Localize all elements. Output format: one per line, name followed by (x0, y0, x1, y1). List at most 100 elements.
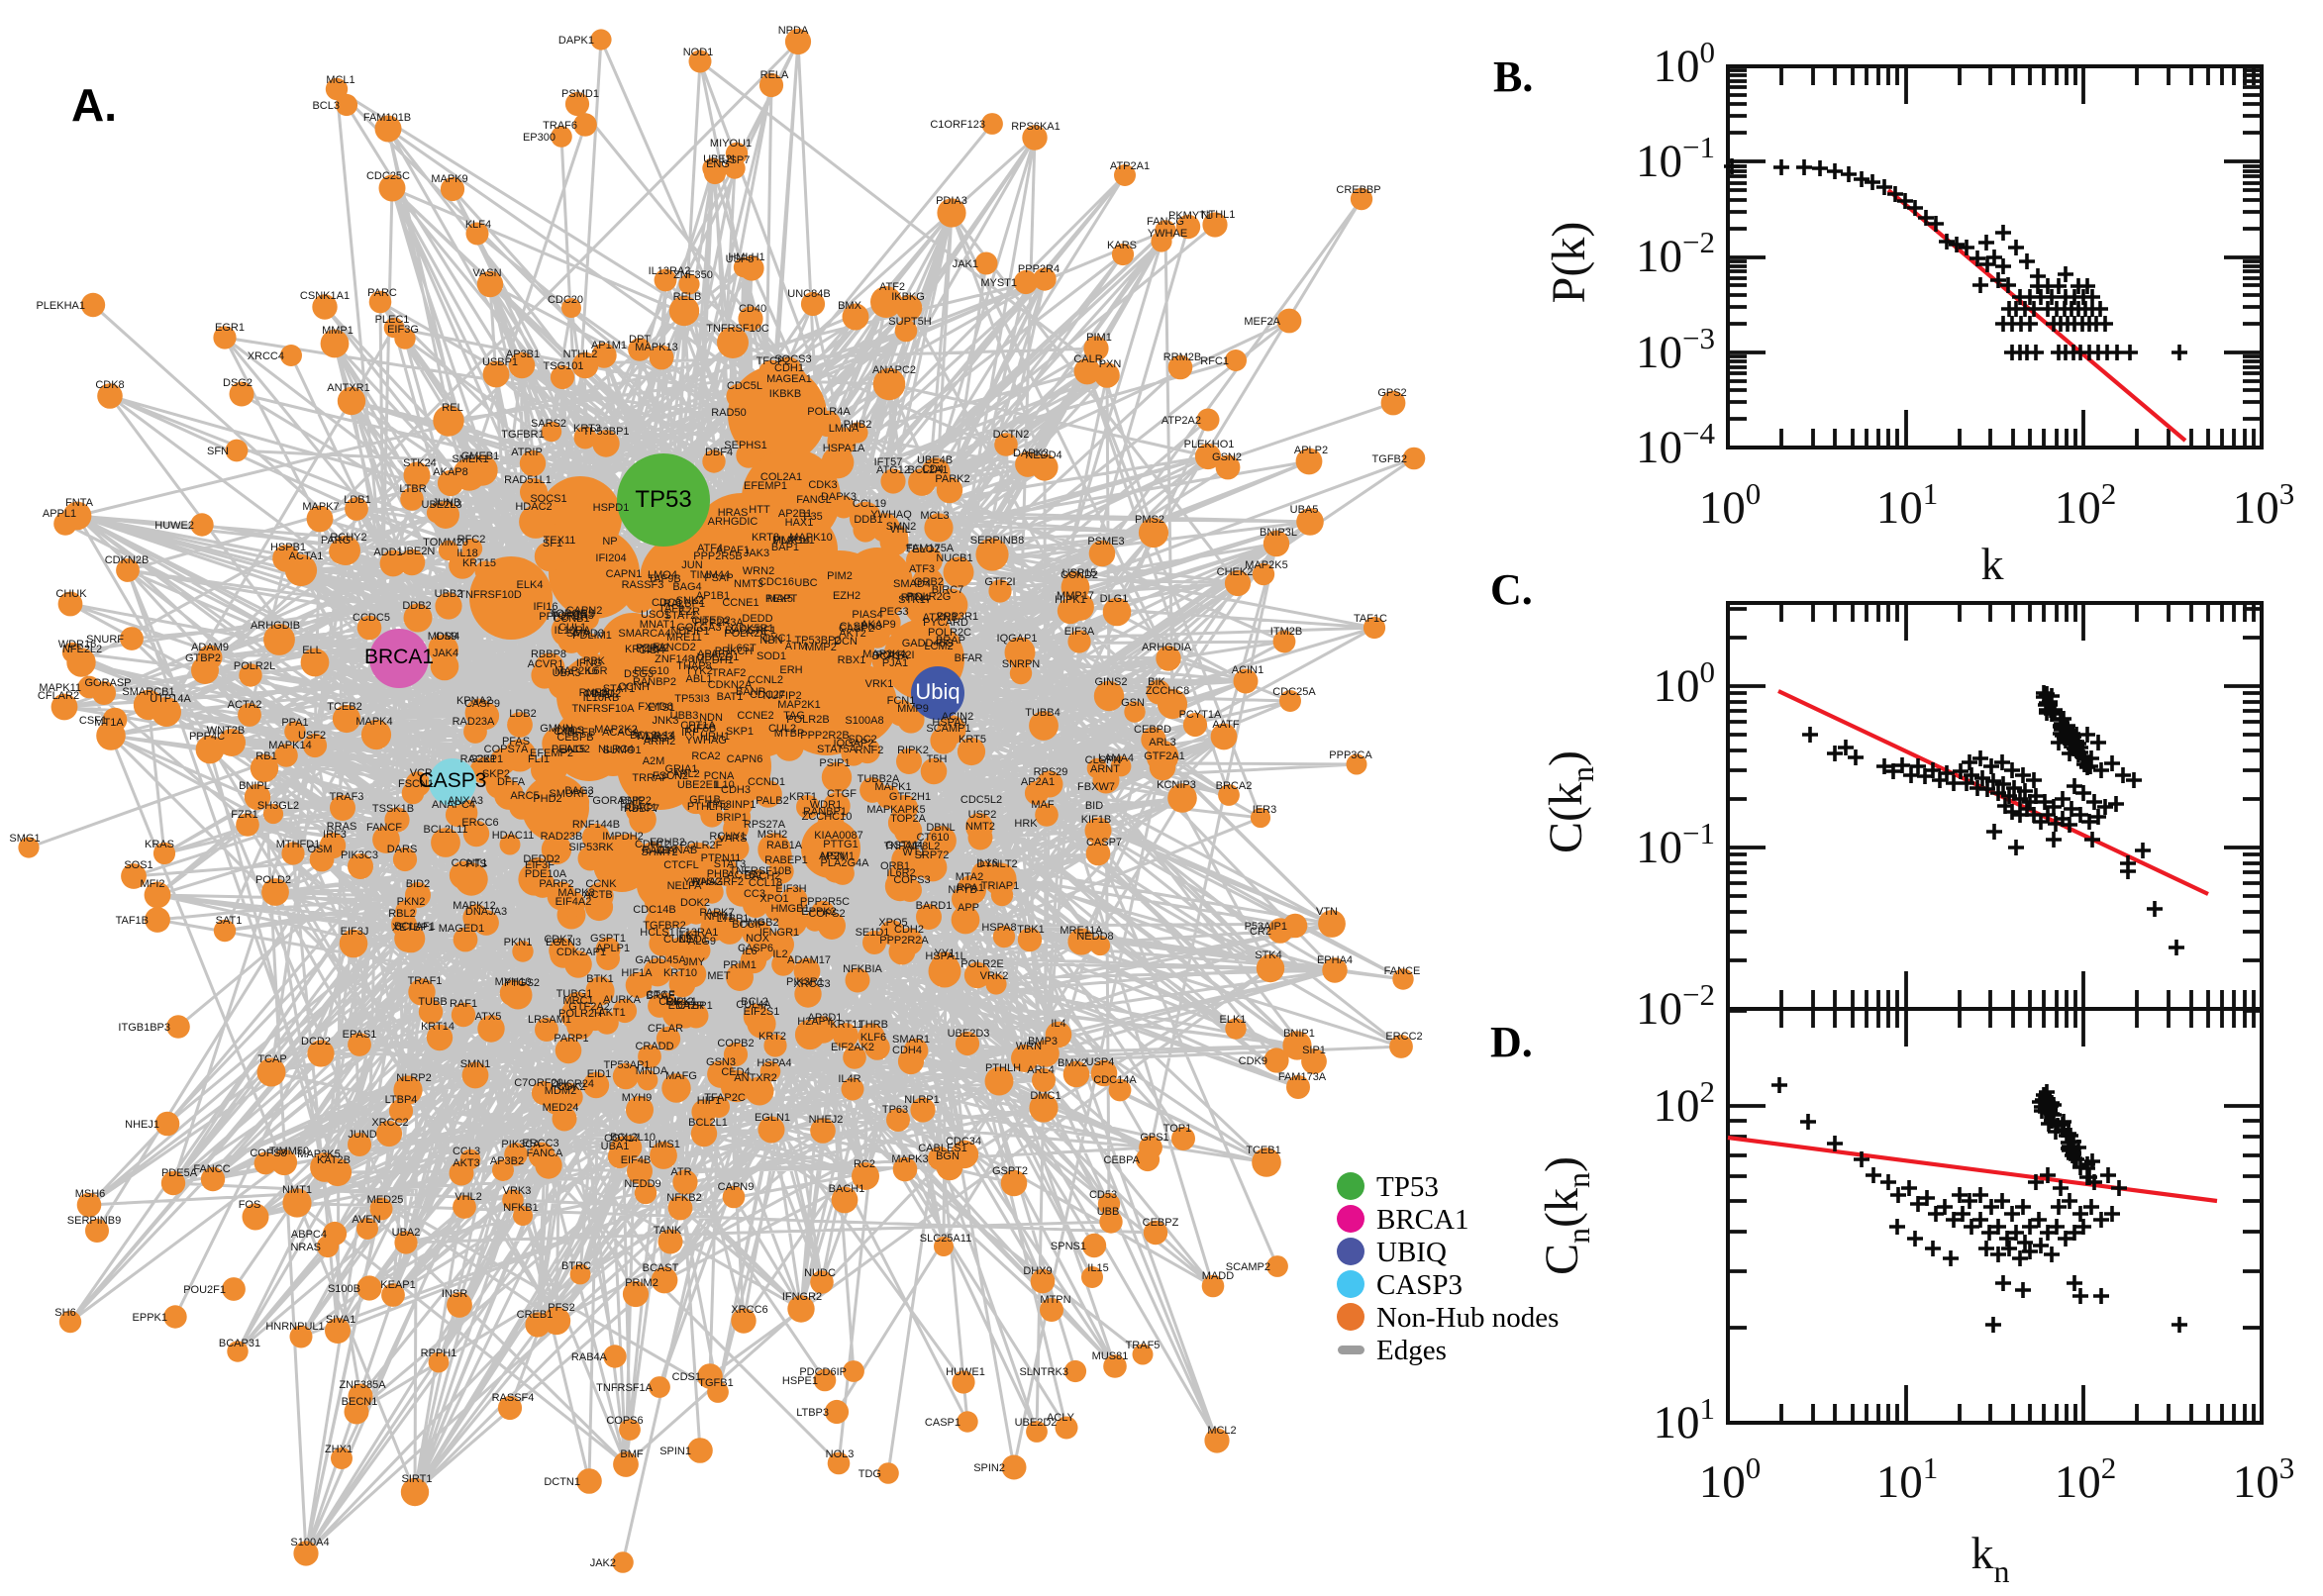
svg-text:VTN: VTN (1316, 906, 1338, 918)
svg-text:AVEN: AVEN (352, 1214, 380, 1226)
svg-text:USP4: USP4 (1086, 1056, 1115, 1068)
svg-text:POLR2B: POLR2B (786, 714, 829, 726)
svg-text:FSCN1: FSCN1 (398, 778, 434, 790)
svg-text:OSM: OSM (307, 844, 332, 855)
svg-text:JAK3: JAK3 (744, 548, 769, 559)
svg-text:DEDD2: DEDD2 (523, 853, 559, 865)
svg-text:NFKB2: NFKB2 (666, 1192, 701, 1204)
svg-text:NRAS: NRAS (290, 1242, 321, 1253)
svg-text:ATG12: ATG12 (876, 464, 910, 476)
svg-text:DDB1: DDB1 (854, 514, 882, 526)
svg-text:APP: APP (958, 902, 979, 914)
svg-text:GINS2: GINS2 (1094, 676, 1127, 688)
svg-text:PSAP: PSAP (704, 572, 733, 584)
svg-text:XRCC2: XRCC2 (371, 1117, 408, 1129)
svg-text:MAPK4: MAPK4 (355, 716, 392, 728)
svg-text:TP53: TP53 (1376, 1171, 1439, 1203)
svg-text:POLR2F: POLR2F (680, 840, 723, 851)
svg-text:SPIN2: SPIN2 (973, 1462, 1005, 1474)
svg-text:ITGB1BP3: ITGB1BP3 (118, 1022, 170, 1034)
svg-text:CDK12: CDK12 (658, 996, 693, 1008)
svg-text:HDAC1: HDAC1 (620, 802, 656, 814)
svg-text:PARG: PARG (321, 535, 351, 547)
svg-text:ZCCHC8: ZCCHC8 (1146, 685, 1190, 697)
svg-text:IL2: IL2 (772, 948, 787, 960)
svg-text:MNAT2: MNAT2 (585, 688, 621, 700)
svg-text:IL13RA2: IL13RA2 (649, 265, 691, 277)
svg-text:RRM2B: RRM2B (1163, 351, 1202, 363)
svg-text:LRSAM1: LRSAM1 (528, 1014, 571, 1026)
svg-text:NMT3: NMT3 (734, 578, 763, 590)
svg-text:NMT1: NMT1 (282, 1184, 312, 1196)
svg-text:WNT2B: WNT2B (207, 725, 246, 737)
svg-text:BRCA1: BRCA1 (364, 646, 434, 668)
svg-text:POLR2E: POLR2E (960, 958, 1003, 970)
svg-text:MED24: MED24 (543, 1102, 579, 1114)
svg-text:TNFRSF10A: TNFRSF10A (572, 703, 636, 715)
svg-text:KIAA0087: KIAA0087 (814, 830, 863, 842)
svg-text:SH3GL2: SH3GL2 (257, 800, 299, 812)
svg-text:FAM101B: FAM101B (363, 112, 411, 124)
svg-text:GSTM4: GSTM4 (885, 840, 923, 851)
svg-text:TCEB1: TCEB1 (1246, 1145, 1280, 1156)
svg-text:UBA1: UBA1 (601, 1141, 630, 1152)
svg-text:A.: A. (71, 79, 117, 131)
svg-text:GSN3: GSN3 (706, 1056, 736, 1068)
svg-text:ACTA1: ACTA1 (289, 550, 324, 562)
svg-text:GTBP2: GTBP2 (185, 652, 221, 664)
svg-text:IL4R: IL4R (838, 1073, 860, 1085)
svg-text:CHUK: CHUK (55, 588, 87, 600)
svg-text:DYNLT2: DYNLT2 (976, 858, 1017, 870)
svg-text:TP53INP1: TP53INP1 (706, 799, 757, 811)
svg-text:HNRNPUL1: HNRNPUL1 (265, 1321, 324, 1333)
svg-text:EPHB2: EPHB2 (650, 837, 685, 848)
svg-text:C1ORF123: C1ORF123 (930, 119, 985, 131)
svg-text:PDE10A: PDE10A (525, 868, 567, 880)
svg-text:CUL4A: CUL4A (736, 999, 771, 1011)
svg-text:ITM2B: ITM2B (1270, 626, 1302, 638)
svg-text:TOP2A: TOP2A (890, 813, 927, 825)
svg-text:HSPA9: HSPA9 (932, 717, 966, 729)
svg-text:AKT3: AKT3 (453, 1157, 480, 1169)
svg-text:NTHL2: NTHL2 (563, 349, 598, 360)
svg-text:TUBB4: TUBB4 (1025, 707, 1060, 719)
svg-text:GRIA1: GRIA1 (664, 763, 697, 775)
svg-text:GSN: GSN (1121, 697, 1145, 709)
svg-text:PARK2: PARK2 (935, 473, 969, 485)
svg-text:KRT2: KRT2 (758, 1031, 786, 1043)
svg-text:BCL2: BCL2 (741, 996, 768, 1008)
svg-text:ZNF385A: ZNF385A (339, 1379, 386, 1391)
svg-text:101: 101 (1876, 1450, 1939, 1508)
svg-text:IL10RB: IL10RB (583, 692, 620, 704)
svg-text:HIPK1: HIPK1 (1055, 594, 1086, 606)
svg-text:RANBP2: RANBP2 (633, 676, 676, 688)
svg-text:TKT: TKT (679, 930, 700, 942)
svg-text:GPS1: GPS1 (1140, 1132, 1168, 1144)
svg-text:MAP2K1: MAP2K1 (777, 699, 820, 711)
svg-text:HSPA4: HSPA4 (757, 1057, 791, 1069)
svg-text:CUL3: CUL3 (663, 934, 691, 946)
svg-text:RASSF4: RASSF4 (492, 1392, 535, 1404)
svg-text:COPS6: COPS6 (606, 1415, 643, 1427)
svg-text:MAF: MAF (1031, 799, 1055, 811)
svg-text:SOD1: SOD1 (757, 650, 786, 662)
svg-text:CEBPA: CEBPA (1104, 1154, 1141, 1166)
svg-text:GTF2A2: GTF2A2 (568, 1001, 610, 1013)
svg-text:BCL2L11: BCL2L11 (423, 824, 467, 836)
svg-text:BCL3: BCL3 (312, 100, 340, 112)
svg-text:COPS7A: COPS7A (484, 744, 529, 755)
svg-text:D.: D. (1490, 1018, 1533, 1066)
svg-text:MDM2: MDM2 (545, 1085, 576, 1097)
svg-text:ACACA: ACACA (602, 727, 641, 739)
svg-text:SMURF2: SMURF2 (549, 788, 593, 800)
svg-text:C(kn): C(kn) (1540, 750, 1600, 853)
svg-text:CDC14B: CDC14B (633, 904, 675, 916)
svg-text:RANBP1: RANBP1 (803, 806, 847, 818)
svg-text:SOCS3: SOCS3 (774, 353, 811, 365)
svg-text:PKMYT1: PKMYT1 (1168, 210, 1212, 222)
svg-text:10−2: 10−2 (1636, 977, 1715, 1035)
svg-text:PARP2: PARP2 (539, 878, 573, 890)
svg-text:MAPK12: MAPK12 (453, 900, 495, 912)
svg-text:MYH10: MYH10 (495, 976, 532, 988)
svg-text:ACIN1: ACIN1 (1232, 664, 1263, 676)
